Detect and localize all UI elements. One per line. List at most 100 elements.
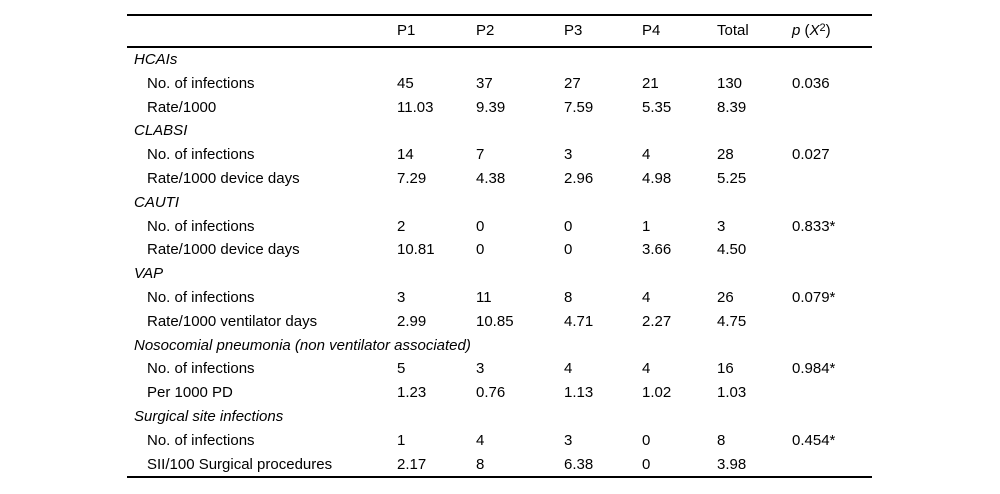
table-row: SII/100 Surgical procedures 2.17 8 6.38 0 3.9… (127, 453, 872, 477)
cell-value: 4.50 (717, 241, 747, 259)
p-symbol: p (792, 21, 801, 39)
cell-value: 6.38 (564, 455, 594, 473)
cell-value: 2.27 (642, 312, 672, 330)
cell-value: 7.59 (564, 98, 594, 116)
table-header-rule (127, 45, 872, 48)
cell-value: 4.38 (476, 169, 506, 187)
section-title: CAUTI (134, 193, 179, 211)
cell-value: 0 (642, 431, 651, 449)
table-row: No. of infections 2 0 0 1 3 0.833* (127, 215, 872, 239)
cell-value: 28 (717, 146, 734, 164)
cell-value: 4 (642, 146, 651, 164)
cell-value: 8.39 (717, 98, 747, 116)
column-header-p1: P1 (397, 21, 416, 39)
cell-value: 1.23 (397, 384, 427, 402)
table-body: HCAIs No. of infections 45 37 27 21 130 0.036 Ra… (127, 48, 872, 476)
section-header-row: Surgical site infections (127, 405, 872, 429)
cell-value: 8 (476, 455, 485, 473)
cell-value: 3.66 (642, 241, 672, 259)
cell-value: 7 (476, 146, 485, 164)
row-label: No. of infections (147, 74, 255, 92)
cell-value: 0.833* (792, 217, 836, 235)
row-label: SII/100 Surgical procedures (147, 455, 333, 473)
cell-value: 10.85 (476, 312, 514, 330)
cell-value: 14 (397, 146, 414, 164)
row-label: Rate/1000 (147, 98, 217, 116)
row-label: Rate/1000 ventilator days (147, 312, 318, 330)
cell-value: 0.76 (476, 384, 506, 402)
cell-value: 0.027 (792, 146, 830, 164)
cell-value: 21 (642, 74, 659, 92)
row-label: No. of infections (147, 360, 255, 378)
section-title: HCAIs (134, 51, 178, 68)
row-label: Rate/1000 device days (147, 241, 300, 259)
cell-value: 11 (476, 288, 492, 306)
cell-value: 11.03 (397, 98, 434, 116)
section-header-row: CLABSI (127, 119, 872, 143)
cell-value: 2 (397, 217, 406, 235)
cell-value: 0 (564, 217, 573, 235)
cell-value: 0 (564, 241, 573, 259)
paren-close: ) (825, 21, 831, 39)
cell-value: 1.03 (717, 384, 747, 402)
cell-value: 0 (476, 217, 485, 235)
cell-value: 4 (564, 360, 573, 378)
cell-value: 4.98 (642, 169, 672, 187)
data-table: P1 P2 P3 P4 Total p (X2) HCAIs No. of inf… (127, 14, 872, 479)
cell-value: 45 (397, 74, 414, 92)
cell-value: 5.25 (717, 169, 747, 187)
cell-value: 4.75 (717, 312, 747, 330)
table-bottom-rule (127, 476, 872, 479)
cell-value: 0.454* (792, 431, 836, 449)
table-row: Rate/1000 ventilator days 2.99 10.85 4.71 2.… (127, 310, 872, 334)
row-label: No. of infections (147, 431, 255, 449)
cell-value: 130 (717, 74, 743, 92)
cell-value: 26 (717, 288, 734, 306)
section-title: CLABSI (134, 122, 188, 140)
section-header-row: CAUTI (127, 191, 872, 215)
row-label: No. of infections (147, 288, 255, 306)
cell-value: 4 (642, 360, 651, 378)
table-row: Rate/1000 device days 10.81 0 0 3.66 4.50 (127, 238, 872, 262)
cell-value: 0 (476, 241, 485, 259)
section-header-row: Nosocomial pneumonia (non ventilator ass… (127, 334, 872, 358)
cell-value: 3.98 (717, 455, 747, 473)
cell-value: 1 (397, 431, 406, 449)
cell-value: 0.984* (792, 360, 836, 378)
chi-squared-exponent: 2 (819, 21, 826, 34)
paren-open: ( (800, 21, 810, 39)
cell-value: 8 (564, 288, 573, 306)
cell-value: 3 (564, 146, 573, 164)
chi-squared-symbol: X (809, 21, 820, 39)
cell-value: 8 (717, 431, 726, 449)
table-row: Rate/1000 11.03 9.39 7.59 5.35 8.39 (127, 96, 872, 120)
section-title: VAP (134, 265, 164, 283)
table-row: Rate/1000 device days 7.29 4.38 2.96 4.98 5.2… (127, 167, 872, 191)
table-top-rule (127, 14, 872, 16)
column-header-p4: P4 (642, 21, 661, 39)
cell-value: 16 (717, 360, 734, 378)
cell-value: 1.13 (564, 384, 594, 402)
section-title: Nosocomial pneumonia (non ventilator ass… (134, 336, 471, 354)
column-header-p3: P3 (564, 21, 583, 39)
table-header-row: P1 P2 P3 P4 Total p (X2) (127, 16, 872, 46)
table-row: No. of infections 45 37 27 21 130 0.036 (127, 72, 872, 96)
cell-value: 1.02 (642, 384, 672, 402)
column-header-p2: P2 (476, 21, 495, 39)
cell-value: 0.079* (792, 288, 836, 306)
section-header-row: HCAIs (127, 48, 872, 72)
cell-value: 3 (397, 288, 406, 306)
cell-value: 1 (642, 217, 651, 235)
cell-value: 4 (476, 431, 485, 449)
table-row: No. of infections 14 7 3 4 28 0.027 (127, 143, 872, 167)
cell-value: 37 (476, 74, 493, 92)
cell-value: 5 (397, 360, 406, 378)
cell-value: 2.99 (397, 312, 427, 330)
cell-value: 5.35 (642, 98, 672, 116)
row-label: Per 1000 PD (147, 384, 233, 402)
cell-value: 3 (476, 360, 485, 378)
cell-value: 0 (642, 455, 651, 473)
cell-value: 3 (564, 431, 573, 449)
cell-value: 2.96 (564, 169, 594, 187)
table-row: No. of infections 3 11 8 4 26 0.079* (127, 286, 872, 310)
